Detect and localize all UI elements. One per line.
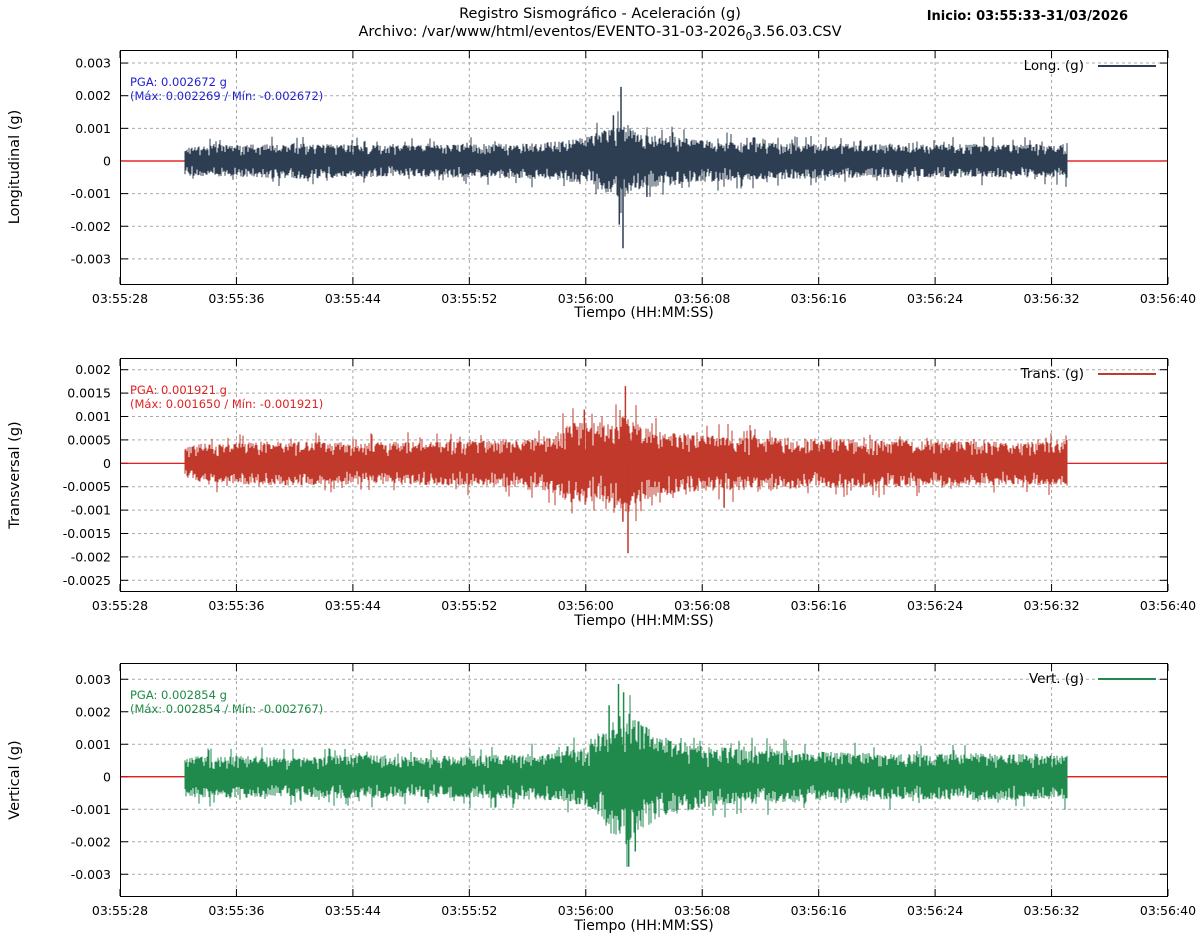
plot-border [120, 50, 1168, 285]
chart-subtitle: Archivo: /var/www/html/eventos/EVENTO-31… [0, 24, 1200, 43]
legend-line-sample [1098, 373, 1156, 375]
y-tick-label: 0.003 [75, 56, 111, 71]
chart-subtitle-suffix: 3.56.03.CSV [752, 24, 842, 40]
chart-subtitle-subscript: 0 [745, 30, 753, 43]
plot-border [120, 358, 1168, 592]
x-tick-label: 03:56:00 [558, 598, 614, 613]
x-tick-label: 03:56:16 [791, 291, 847, 306]
x-tick-label: 03:55:28 [92, 598, 148, 613]
y-tick-label: -0.003 [71, 251, 111, 266]
x-tick-label: 03:55:28 [92, 291, 148, 306]
x-tick-label: 03:56:08 [674, 291, 730, 306]
legend-vertical: Vert. (g) [1029, 671, 1156, 687]
y-tick-label: 0 [103, 456, 111, 471]
y-tick-label: -0.003 [71, 867, 111, 882]
waveform-spikes [612, 86, 648, 249]
legend-transversal: Trans. (g) [1021, 366, 1156, 382]
chart-subtitle-prefix: Archivo: /var/www/html/eventos/EVENTO-31… [358, 24, 746, 40]
x-tick-label: 03:55:28 [92, 903, 148, 918]
pga-minmax: (Máx: 0.002269 / Mín: -0.002672) [130, 88, 324, 103]
pga-minmax: (Máx: 0.001650 / Mín: -0.001921) [130, 396, 324, 411]
pga-value: PGA: 0.001921 g [130, 383, 227, 397]
waveform-trace [184, 695, 1068, 867]
y-tick-label: -0.0025 [63, 573, 111, 588]
y-tick-label: 0.002 [75, 704, 111, 719]
y-tick-label: -0.001 [71, 503, 111, 518]
x-axis-title: Tiempo (HH:MM:SS) [574, 918, 714, 934]
y-tick-label: 0.0005 [67, 432, 111, 447]
legend-line-sample [1098, 678, 1156, 680]
y-tick-label: -0.001 [71, 186, 111, 201]
x-tick-label: 03:56:00 [558, 903, 614, 918]
chart-transversal: Transversal (g) 0.002 0.0015 0.001 0.0005 0-… [0, 358, 1200, 645]
x-tick-label: 03:56:00 [558, 291, 614, 306]
pga-value: PGA: 0.002854 g [130, 688, 227, 702]
x-tick-label: 03:55:44 [325, 598, 381, 613]
y-tick-label: -0.002 [71, 549, 111, 564]
legend-label: Trans. (g) [1020, 366, 1084, 382]
x-tick-label: 03:56:32 [1023, 903, 1079, 918]
waveform-trace [184, 404, 1068, 522]
waveform-spikes [608, 684, 637, 867]
y-tick-label: 0.001 [75, 121, 111, 136]
y-tick-label: 0.003 [75, 672, 111, 687]
x-tick-label: 03:55:36 [208, 291, 264, 306]
seismogram-plot-longitudinal: 0.003 0.002 0.001 0 -0.001 -0.002 -0.003 03:55:… [71, 50, 1196, 306]
x-tick-label: 03:56:24 [907, 291, 963, 306]
pga-minmax: (Máx: 0.002854 / Mín: -0.002767) [130, 701, 324, 716]
x-tick-label: 03:56:08 [674, 598, 730, 613]
x-tick-label: 03:55:52 [441, 598, 497, 613]
start-time-label: Inicio: 03:55:33-31/03/2026 [926, 9, 1128, 24]
y-tick-label: 0.002 [75, 88, 111, 103]
y-tick-label: -0.002 [71, 219, 111, 234]
x-tick-label: 03:55:52 [441, 291, 497, 306]
x-axis-title: Tiempo (HH:MM:SS) [574, 613, 714, 629]
y-tick-label: -0.002 [71, 834, 111, 849]
seismogram-plot-vertical: 0.003 0.002 0.001 0 -0.001 -0.002 -0.003 03:55:… [71, 663, 1196, 918]
x-tick-label: 03:56:24 [907, 903, 963, 918]
pga-annotation-vertical: PGA: 0.002854 g (Máx: 0.002854 / Mín: -0… [130, 688, 324, 716]
y-tick-label: -0.001 [71, 802, 111, 817]
x-tick-label: 03:56:24 [907, 598, 963, 613]
plot-border [120, 663, 1168, 897]
chart-title: Registro Sismográfico - Aceleración (g) [459, 6, 741, 22]
y-tick-label: 0.0015 [67, 386, 111, 401]
pga-value: PGA: 0.002672 g [130, 75, 227, 89]
legend-longitudinal: Long. (g) [1024, 58, 1156, 74]
pga-annotation-transversal: PGA: 0.001921 g (Máx: 0.001650 / Mín: -0… [130, 383, 324, 411]
chart-longitudinal: Longitudinal (g) 0.003 0.002 0.001 0 -0.001-… [0, 50, 1200, 337]
waveform-trace [184, 111, 1068, 213]
y-tick-label: -0.0015 [63, 526, 111, 541]
y-tick-label: -0.0005 [63, 479, 111, 494]
legend-label: Vert. (g) [1028, 671, 1084, 687]
x-tick-label: 03:55:36 [208, 903, 264, 918]
y-tick-label: 0 [103, 769, 111, 784]
y-tick-label: 0 [103, 153, 111, 168]
y-tick-label: 0.002 [75, 362, 111, 377]
x-tick-label: 03:56:40 [1140, 291, 1196, 306]
x-tick-label: 03:55:36 [208, 598, 264, 613]
x-tick-label: 03:56:40 [1140, 903, 1196, 918]
x-tick-label: 03:56:40 [1140, 598, 1196, 613]
x-tick-label: 03:56:16 [791, 903, 847, 918]
chart-vertical: Vertical (g) 0.003 0.002 0.001 0 -0.001 -0.00… [0, 663, 1200, 950]
y-tick-label: 0.001 [75, 737, 111, 752]
legend-line-sample [1098, 65, 1156, 67]
waveform-spikes [583, 386, 725, 554]
x-tick-label: 03:56:16 [791, 598, 847, 613]
seismogram-plot-transversal: 0.002 0.0015 0.001 0.0005 0 -0.0005 -0.001 -0.0… [63, 358, 1196, 613]
x-tick-label: 03:56:08 [674, 903, 730, 918]
x-tick-label: 03:55:44 [325, 903, 381, 918]
legend-label: Long. (g) [1023, 58, 1084, 74]
pga-annotation-longitudinal: PGA: 0.002672 g (Máx: 0.002269 / Mín: -0… [130, 75, 324, 103]
x-tick-label: 03:56:32 [1023, 291, 1079, 306]
x-tick-label: 03:55:44 [325, 291, 381, 306]
x-axis-title: Tiempo (HH:MM:SS) [574, 305, 714, 321]
x-tick-label: 03:55:52 [441, 903, 497, 918]
y-tick-label: 0.001 [75, 409, 111, 424]
x-tick-label: 03:56:32 [1023, 598, 1079, 613]
